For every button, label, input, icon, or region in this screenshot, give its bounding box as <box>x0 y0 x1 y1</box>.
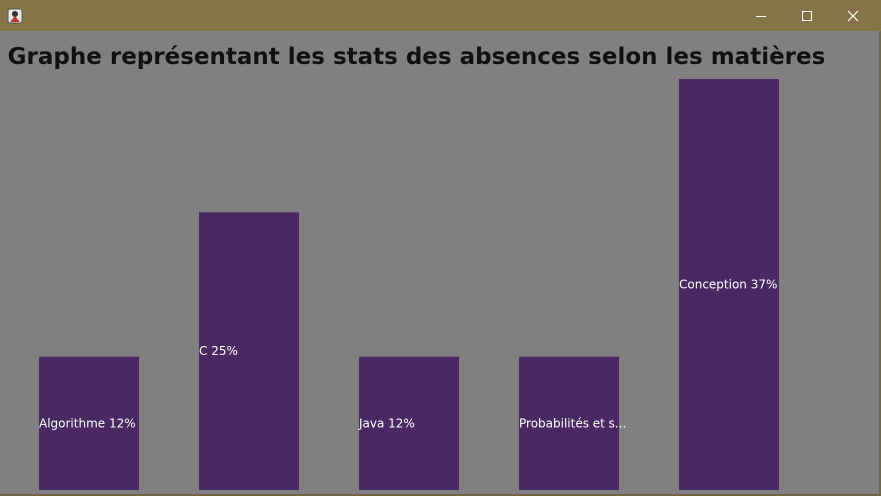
bar-2 <box>359 356 459 490</box>
bar-label-1: C 25% <box>199 344 238 358</box>
java-duke-icon <box>7 8 23 24</box>
close-button[interactable] <box>830 0 876 31</box>
minimize-icon <box>756 15 766 17</box>
minimize-button[interactable] <box>738 0 784 31</box>
bar-4 <box>679 79 779 490</box>
bar-label-3: Probabilités et s... <box>519 416 626 430</box>
bar-0 <box>39 356 139 490</box>
bar-1 <box>199 212 299 490</box>
title-bar[interactable] <box>0 0 881 31</box>
bar-3 <box>519 356 619 490</box>
chart-title: Graphe représentant les stats des absenc… <box>7 44 826 70</box>
bar-label-2: Java 12% <box>358 416 415 430</box>
bar-label-4: Conception 37% <box>679 278 777 292</box>
bar-label-0: Algorithme 12% <box>39 416 136 430</box>
maximize-button[interactable] <box>784 0 830 31</box>
maximize-icon <box>802 10 812 21</box>
close-icon <box>847 10 859 21</box>
